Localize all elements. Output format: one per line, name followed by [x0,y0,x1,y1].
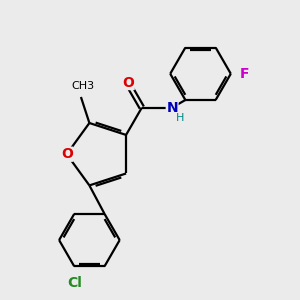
Text: N: N [166,100,178,115]
Text: Cl: Cl [67,276,82,289]
Text: CH3: CH3 [71,81,94,91]
Text: F: F [240,67,250,81]
Text: O: O [61,147,73,161]
Text: H: H [176,113,184,123]
Text: O: O [122,76,134,89]
